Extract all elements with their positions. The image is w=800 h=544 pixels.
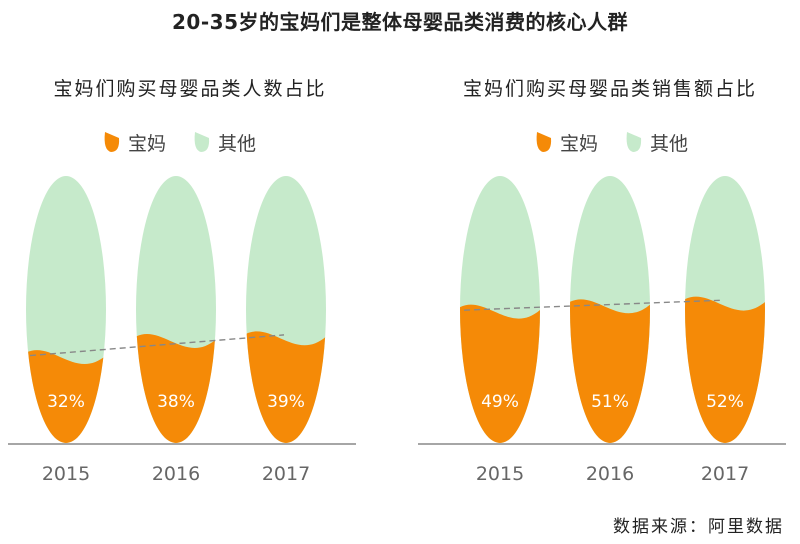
x-tick-label: 2016 — [586, 463, 634, 485]
legend-item-mom: 宝妈 — [102, 129, 166, 156]
mom-share-area — [136, 334, 216, 443]
data-source: 数据来源：阿里数据 — [613, 517, 784, 537]
value-label: 32% — [47, 392, 85, 412]
value-label: 51% — [591, 392, 629, 412]
trend-line — [29, 334, 285, 357]
trend-line — [463, 299, 724, 311]
mom-share-area — [246, 331, 326, 443]
legend-label-other: 其他 — [218, 132, 257, 155]
chart-title-count: 宝妈们购买母婴品类人数占比 — [53, 78, 327, 100]
x-tick-label: 2017 — [262, 463, 310, 485]
chart-title-sales: 宝妈们购买母婴品类销售额占比 — [462, 78, 757, 100]
value-label: 52% — [706, 392, 744, 412]
legend-label-mom: 宝妈 — [560, 132, 599, 155]
value-label: 38% — [157, 392, 195, 412]
legend-count: 宝妈 其他 — [102, 128, 282, 156]
capsule-2017 — [685, 176, 765, 443]
drop-icon — [626, 132, 642, 152]
legend-label-mom: 宝妈 — [128, 132, 167, 155]
capsule-2017 — [246, 176, 326, 443]
x-tick-label: 2015 — [42, 463, 90, 485]
legend-item-mom: 宝妈 — [534, 129, 598, 156]
mom-share-area — [685, 296, 765, 443]
x-tick-label: 2015 — [476, 463, 524, 485]
capsule-2015 — [26, 176, 106, 443]
charts-canvas: 32% 2015 38% 2016 39% 2017 49% 2015 51% 2016 52% 20… — [8, 176, 786, 485]
value-label: 39% — [267, 392, 305, 412]
x-tick-label: 2016 — [152, 463, 200, 485]
mom-share-area — [460, 304, 540, 443]
capsule-2016 — [136, 176, 216, 443]
mom-share-area — [26, 350, 106, 443]
x-tick-label: 2017 — [701, 463, 749, 485]
legend-label-other: 其他 — [650, 132, 689, 155]
page-title: 20-35岁的宝妈们是整体母婴品类消费的核心人群 — [172, 10, 628, 34]
mom-share-area — [570, 299, 650, 443]
capsule-2016 — [570, 176, 650, 443]
value-label: 49% — [481, 392, 519, 412]
legend-item-other: 其他 — [192, 129, 256, 156]
legend-item-other: 其他 — [624, 129, 688, 156]
capsule-2015 — [460, 176, 540, 443]
drop-icon — [194, 132, 210, 152]
teardrop-icon — [536, 132, 552, 152]
teardrop-icon — [104, 132, 120, 152]
legend-sales: 宝妈 其他 — [534, 128, 714, 156]
